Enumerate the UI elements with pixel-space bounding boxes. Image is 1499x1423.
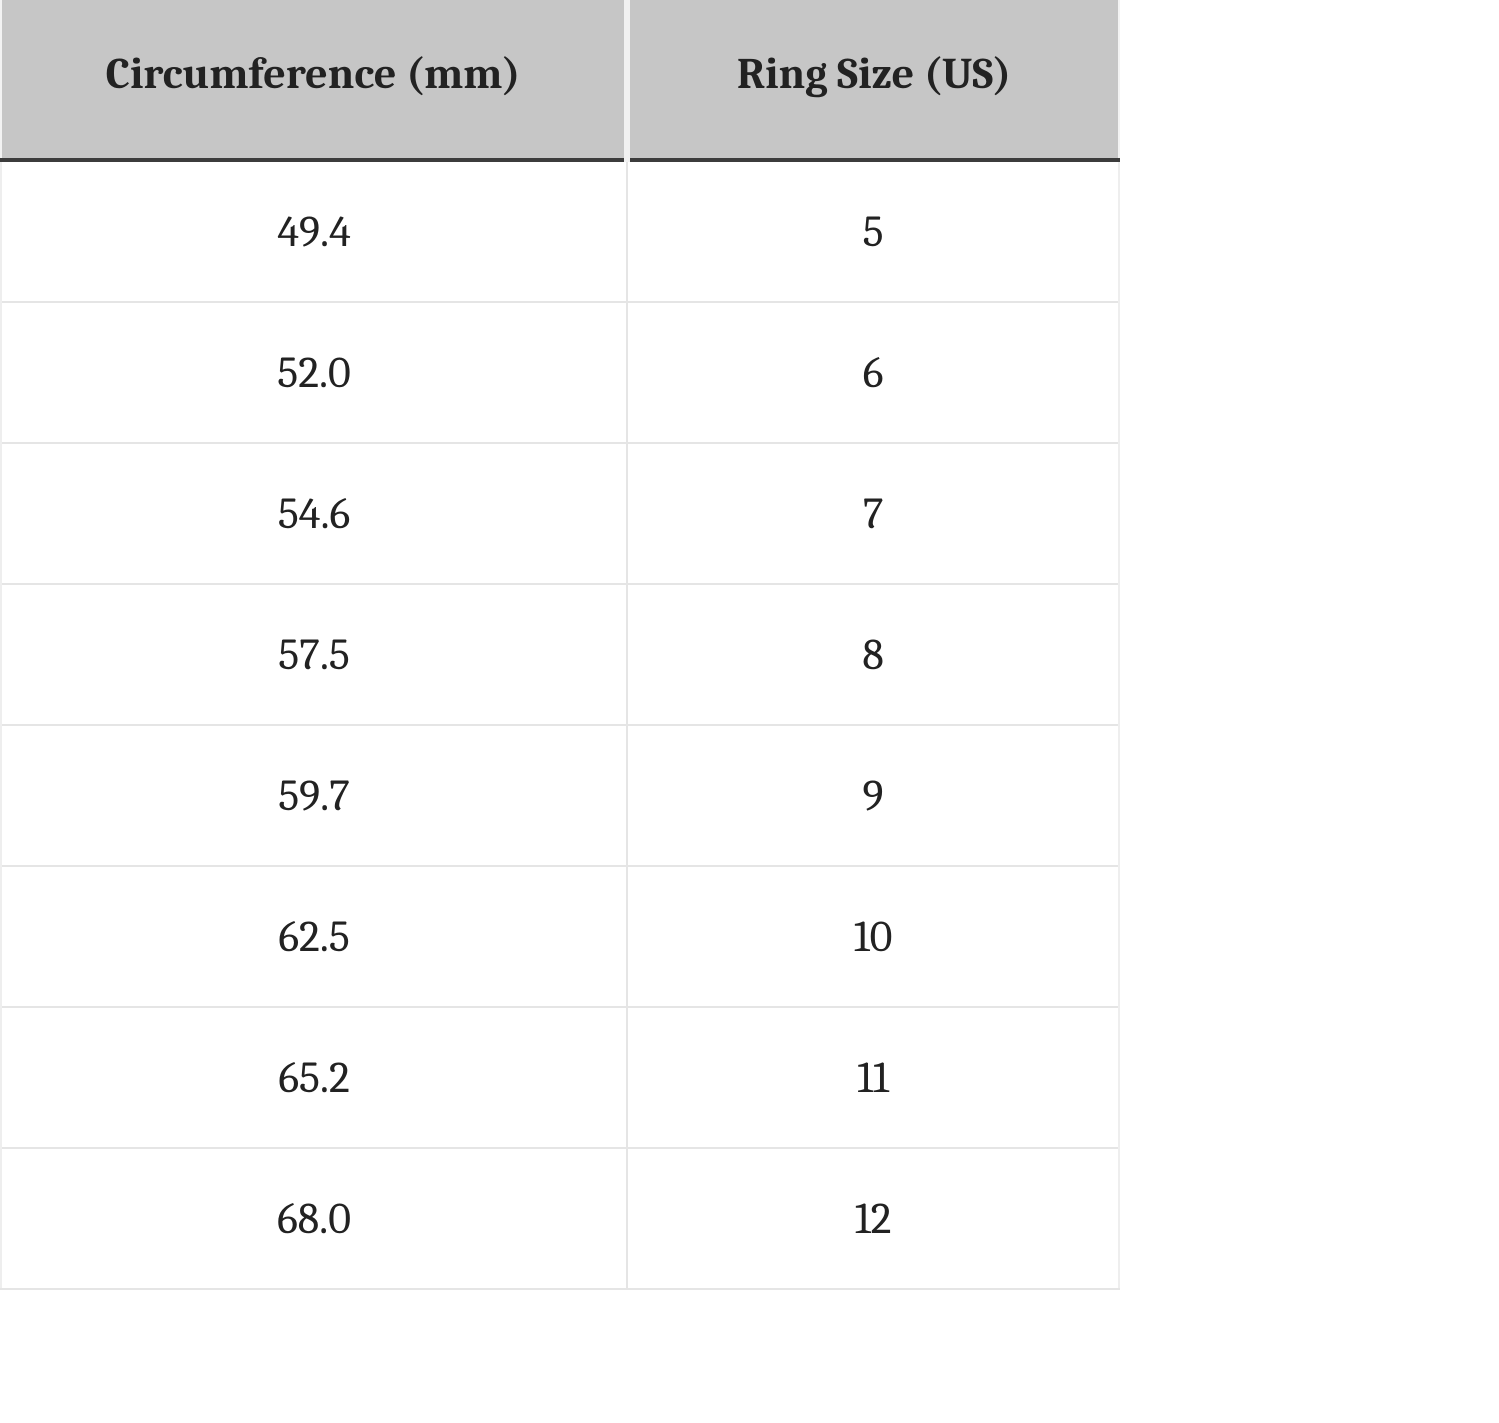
cell-circumference: 59.7 bbox=[1, 725, 627, 866]
cell-ring-size: 7 bbox=[627, 443, 1119, 584]
cell-circumference: 49.4 bbox=[1, 160, 627, 302]
cell-ring-size: 9 bbox=[627, 725, 1119, 866]
table-row: 49.4 5 bbox=[1, 160, 1119, 302]
table-row: 54.6 7 bbox=[1, 443, 1119, 584]
cell-circumference: 68.0 bbox=[1, 1148, 627, 1289]
page: Circumference (mm) Ring Size (US) 49.4 5… bbox=[0, 0, 1499, 1290]
cell-ring-size: 10 bbox=[627, 866, 1119, 1007]
cell-circumference: 54.6 bbox=[1, 443, 627, 584]
table-header-row: Circumference (mm) Ring Size (US) bbox=[1, 0, 1119, 160]
cell-circumference: 62.5 bbox=[1, 866, 627, 1007]
cell-ring-size: 5 bbox=[627, 160, 1119, 302]
column-header-circumference: Circumference (mm) bbox=[1, 0, 627, 160]
cell-ring-size: 11 bbox=[627, 1007, 1119, 1148]
table-row: 68.0 12 bbox=[1, 1148, 1119, 1289]
table-row: 65.2 11 bbox=[1, 1007, 1119, 1148]
cell-circumference: 65.2 bbox=[1, 1007, 627, 1148]
cell-circumference: 52.0 bbox=[1, 302, 627, 443]
ring-size-table: Circumference (mm) Ring Size (US) 49.4 5… bbox=[0, 0, 1120, 1290]
column-header-ring-size: Ring Size (US) bbox=[627, 0, 1119, 160]
table-row: 52.0 6 bbox=[1, 302, 1119, 443]
table-row: 59.7 9 bbox=[1, 725, 1119, 866]
cell-ring-size: 6 bbox=[627, 302, 1119, 443]
table-row: 62.5 10 bbox=[1, 866, 1119, 1007]
cell-ring-size: 8 bbox=[627, 584, 1119, 725]
cell-ring-size: 12 bbox=[627, 1148, 1119, 1289]
table-row: 57.5 8 bbox=[1, 584, 1119, 725]
cell-circumference: 57.5 bbox=[1, 584, 627, 725]
